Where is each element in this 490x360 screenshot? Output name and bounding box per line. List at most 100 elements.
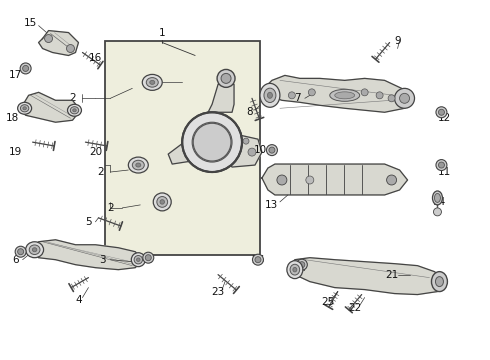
Ellipse shape (128, 157, 148, 173)
Text: 19: 19 (9, 147, 22, 157)
Text: 26: 26 (251, 255, 265, 265)
Ellipse shape (293, 267, 297, 272)
Polygon shape (288, 258, 447, 294)
Ellipse shape (21, 105, 29, 112)
Ellipse shape (134, 256, 143, 264)
Ellipse shape (433, 191, 442, 205)
Circle shape (436, 107, 447, 118)
Circle shape (436, 159, 447, 171)
Circle shape (361, 89, 368, 96)
Circle shape (18, 249, 24, 255)
Ellipse shape (68, 104, 81, 116)
Ellipse shape (160, 200, 165, 204)
Text: 7: 7 (294, 93, 301, 103)
Text: 1: 1 (159, 28, 166, 37)
Circle shape (296, 259, 307, 270)
Circle shape (45, 35, 52, 42)
Text: 4: 4 (75, 294, 82, 305)
Polygon shape (168, 137, 217, 164)
Text: 21: 21 (385, 270, 398, 280)
Ellipse shape (290, 264, 300, 275)
Circle shape (439, 109, 444, 115)
Polygon shape (28, 240, 142, 270)
Circle shape (267, 145, 277, 156)
Circle shape (145, 255, 151, 261)
Ellipse shape (432, 272, 447, 292)
Bar (105, 41, 260, 255)
Ellipse shape (137, 258, 140, 261)
Ellipse shape (32, 248, 37, 252)
Polygon shape (39, 31, 78, 55)
Ellipse shape (147, 78, 158, 87)
Ellipse shape (335, 92, 355, 99)
Circle shape (387, 175, 396, 185)
Text: 13: 13 (265, 200, 278, 210)
Circle shape (217, 69, 235, 87)
Circle shape (308, 89, 315, 96)
Text: 5: 5 (85, 217, 92, 227)
Circle shape (248, 148, 256, 156)
Ellipse shape (142, 75, 162, 90)
Text: 23: 23 (212, 287, 225, 297)
Ellipse shape (29, 245, 40, 255)
Text: 25: 25 (321, 297, 334, 306)
Ellipse shape (153, 193, 171, 211)
Circle shape (439, 162, 444, 168)
Circle shape (376, 92, 383, 99)
Text: 17: 17 (9, 71, 22, 80)
Circle shape (306, 176, 314, 184)
Text: 20: 20 (89, 147, 102, 157)
Polygon shape (262, 75, 412, 112)
Text: 2: 2 (69, 93, 76, 103)
Circle shape (289, 92, 295, 99)
Text: 24: 24 (293, 263, 306, 273)
Text: 2: 2 (97, 167, 104, 177)
Circle shape (252, 254, 264, 265)
Ellipse shape (131, 253, 145, 267)
Ellipse shape (435, 193, 441, 202)
Ellipse shape (18, 102, 32, 114)
Ellipse shape (150, 80, 155, 84)
Circle shape (15, 246, 26, 257)
Text: 12: 12 (438, 113, 451, 123)
Circle shape (255, 257, 261, 263)
Ellipse shape (260, 84, 280, 107)
Circle shape (277, 175, 287, 185)
Text: 11: 11 (438, 167, 451, 177)
Ellipse shape (330, 89, 360, 101)
Ellipse shape (268, 92, 272, 98)
Text: 6: 6 (12, 255, 19, 265)
Ellipse shape (73, 109, 76, 112)
Ellipse shape (70, 107, 79, 114)
Ellipse shape (436, 276, 443, 287)
Text: 22: 22 (348, 302, 361, 312)
Circle shape (182, 112, 242, 172)
Circle shape (20, 63, 31, 74)
Ellipse shape (132, 160, 144, 170)
Polygon shape (262, 164, 408, 195)
Ellipse shape (136, 163, 141, 167)
Polygon shape (19, 92, 80, 122)
Ellipse shape (25, 242, 44, 258)
Text: 3: 3 (99, 255, 106, 265)
Circle shape (23, 66, 28, 71)
Circle shape (394, 88, 415, 108)
Text: 10: 10 (253, 145, 267, 155)
Circle shape (434, 208, 441, 216)
Text: 16: 16 (89, 54, 102, 63)
Circle shape (192, 122, 232, 162)
Circle shape (299, 262, 305, 268)
Circle shape (388, 95, 395, 102)
Circle shape (243, 138, 249, 144)
Text: 15: 15 (24, 18, 37, 28)
Text: 14: 14 (433, 197, 446, 207)
Ellipse shape (157, 197, 168, 207)
Circle shape (221, 73, 231, 84)
Text: 18: 18 (6, 113, 19, 123)
Ellipse shape (23, 107, 26, 110)
Polygon shape (208, 84, 234, 112)
Polygon shape (220, 135, 262, 167)
Circle shape (399, 93, 410, 103)
Text: 6: 6 (145, 255, 151, 265)
Circle shape (67, 45, 74, 53)
